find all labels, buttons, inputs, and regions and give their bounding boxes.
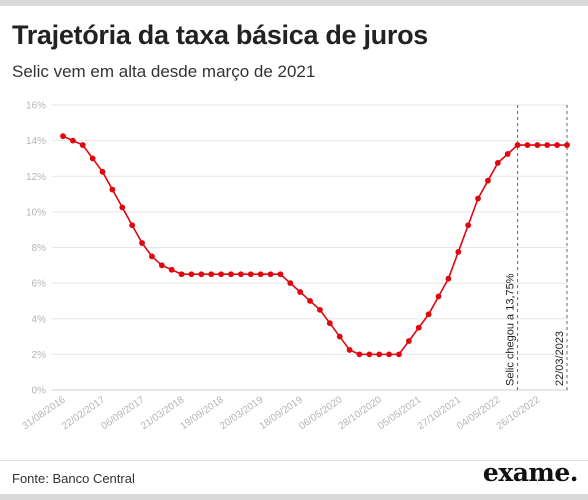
y-tick-label: 16%	[26, 101, 46, 112]
annotation-layer: Selic chegou a 13,75% 22/03/2023	[505, 105, 568, 390]
data-point	[445, 275, 452, 282]
data-point	[208, 271, 215, 278]
data-point	[356, 351, 363, 358]
data-point	[307, 298, 313, 304]
data-point	[109, 186, 116, 193]
y-tick-label: 4%	[32, 314, 47, 325]
data-point	[158, 262, 165, 269]
x-tick-label: 05/05/2021	[376, 394, 424, 432]
data-point	[228, 271, 234, 278]
data-point	[485, 177, 491, 184]
exame-logo[interactable]: exame.	[482, 458, 579, 487]
footer-divider	[0, 460, 588, 461]
data-point	[247, 271, 254, 278]
x-tick-label: 28/10/2020	[337, 394, 385, 432]
y-tick-label: 14%	[26, 136, 46, 147]
top-divider	[0, 0, 588, 6]
x-tick-label: 20/03/2019	[218, 394, 266, 432]
data-point	[99, 168, 106, 175]
data-point	[455, 249, 462, 255]
data-point	[465, 222, 472, 229]
bottom-divider	[0, 494, 588, 500]
data-point	[317, 306, 323, 313]
data-point	[544, 142, 551, 148]
data-point	[178, 271, 185, 278]
chart-subtitle: Selic vem em alta desde março de 2021	[12, 62, 316, 81]
data-point	[524, 142, 531, 148]
y-tick-label: 0%	[32, 386, 47, 397]
data-point	[326, 320, 333, 327]
data-point	[504, 151, 511, 157]
x-tick-label: 22/02/2017	[60, 394, 108, 432]
source-note: Fonte: Banco Central	[12, 471, 135, 486]
x-tick-label: 06/09/2017	[99, 394, 147, 432]
data-point	[267, 271, 274, 278]
selic-line-chart: 0% 2% 4% 6% 8% 10% 12% 14% 16% Selic chegou a 13…	[20, 101, 570, 432]
data-point	[435, 293, 442, 300]
data-point	[237, 271, 244, 278]
y-tick-label: 2%	[32, 350, 47, 361]
data-point	[494, 159, 501, 166]
data-point	[534, 142, 541, 148]
x-axis: 31/08/201622/02/201706/09/201721/03/2018…	[20, 394, 542, 432]
x-tick-label: 31/08/2016	[20, 394, 68, 432]
x-tick-label: 06/05/2020	[297, 394, 345, 432]
data-point	[376, 351, 383, 358]
data-point	[79, 142, 86, 148]
data-point	[386, 351, 393, 358]
data-point	[425, 311, 432, 318]
data-point	[475, 195, 481, 202]
data-point	[129, 222, 136, 229]
x-tick-label: 19/09/2018	[179, 394, 227, 432]
data-point	[198, 271, 205, 278]
data-point	[336, 333, 343, 340]
data-point	[149, 253, 155, 260]
data-point	[514, 142, 521, 148]
x-tick-label: 26/10/2022	[495, 394, 543, 432]
series-layer	[60, 133, 570, 358]
annotation-label: Selic chegou a 13,75%	[505, 273, 517, 386]
data-point	[89, 155, 96, 162]
data-point	[188, 271, 195, 278]
data-point	[60, 133, 66, 140]
x-tick-label: 18/09/2019	[258, 394, 306, 432]
data-point	[415, 324, 422, 331]
data-point	[218, 271, 225, 278]
chart-title: Trajetória da taxa básica de juros	[12, 20, 428, 50]
data-point	[69, 137, 76, 144]
data-point	[554, 142, 561, 148]
data-point	[405, 338, 412, 344]
data-point	[257, 271, 264, 278]
selic-series-line	[62, 135, 567, 356]
data-point	[346, 347, 353, 353]
y-tick-label: 10%	[26, 207, 46, 218]
grid-layer	[52, 104, 568, 391]
data-point	[297, 289, 304, 295]
x-tick-label: 27/10/2021	[416, 394, 464, 432]
y-tick-label: 12%	[26, 172, 46, 183]
data-point	[168, 266, 175, 273]
data-point	[287, 280, 294, 287]
y-tick-label: 6%	[32, 279, 47, 290]
data-point	[366, 351, 373, 358]
data-point	[119, 204, 126, 211]
x-tick-label: 21/03/2018	[139, 394, 187, 432]
data-point	[396, 351, 402, 358]
data-point	[277, 271, 284, 278]
data-point	[139, 240, 145, 246]
data-point	[564, 142, 570, 148]
annotation-label: 22/03/2023	[554, 331, 566, 386]
x-tick-label: 04/05/2022	[455, 394, 503, 432]
y-axis: 0% 2% 4% 6% 8% 10% 12% 14% 16%	[26, 101, 46, 397]
y-tick-label: 8%	[32, 243, 47, 254]
